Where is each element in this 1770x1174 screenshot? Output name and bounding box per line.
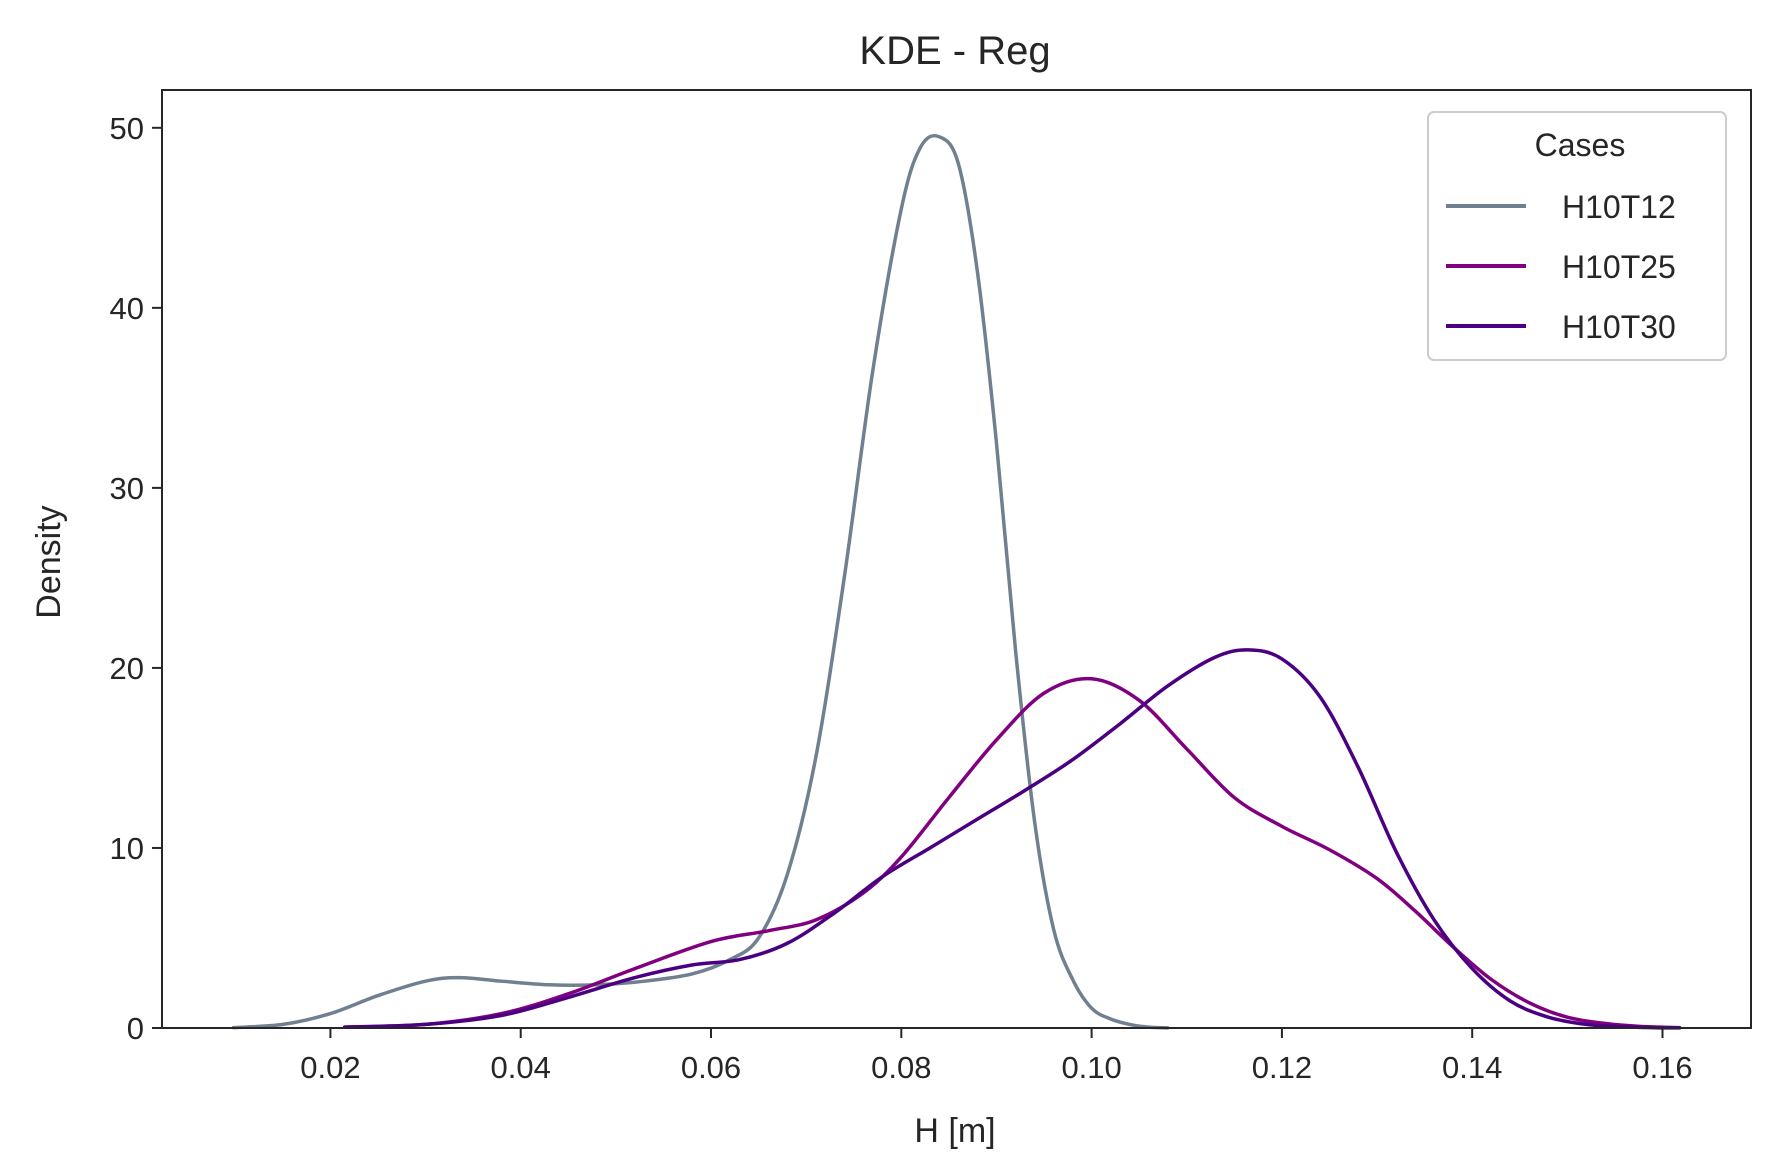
y-tick-label: 50 (110, 111, 144, 146)
legend-label-h10t25: H10T25 (1562, 249, 1676, 285)
y-axis-label: Density (30, 505, 68, 618)
y-tick-label: 10 (110, 831, 144, 866)
legend-title: Cases (1535, 127, 1626, 163)
x-axis-label: H [m] (914, 1112, 995, 1150)
axes-frame (161, 89, 1752, 1029)
x-axis: 0.02 0.04 0.06 0.08 0.10 0.12 0.14 0.16 (300, 1028, 1693, 1085)
x-tick-label: 0.06 (681, 1050, 741, 1085)
x-tick-label: 0.04 (491, 1050, 551, 1085)
x-tick-label: 0.02 (300, 1050, 360, 1085)
y-tick-label: 30 (110, 471, 144, 506)
x-tick-label: 0.12 (1252, 1050, 1312, 1085)
chart-title: KDE - Reg (859, 29, 1050, 73)
series-line-h10t25 (342, 676, 1682, 1030)
y-tick-label: 40 (110, 291, 144, 326)
x-tick-label: 0.14 (1442, 1050, 1502, 1085)
series-line-h10t30 (342, 648, 1682, 1030)
y-axis: 0 10 20 30 40 50 (110, 111, 162, 1046)
legend-box (1427, 111, 1727, 361)
x-tick-label: 0.16 (1632, 1050, 1692, 1085)
series-line-h10t12 (231, 133, 1170, 1030)
plot-area (231, 133, 1682, 1030)
y-tick-label: 0 (127, 1011, 144, 1046)
y-tick-label: 20 (110, 651, 144, 686)
x-tick-label: 0.08 (871, 1050, 931, 1085)
legend: Cases H10T12 H10T25 H10T30 (1427, 111, 1727, 361)
legend-label-h10t12: H10T12 (1562, 189, 1676, 225)
x-tick-label: 0.10 (1061, 1050, 1121, 1085)
legend-label-h10t30: H10T30 (1562, 309, 1676, 345)
